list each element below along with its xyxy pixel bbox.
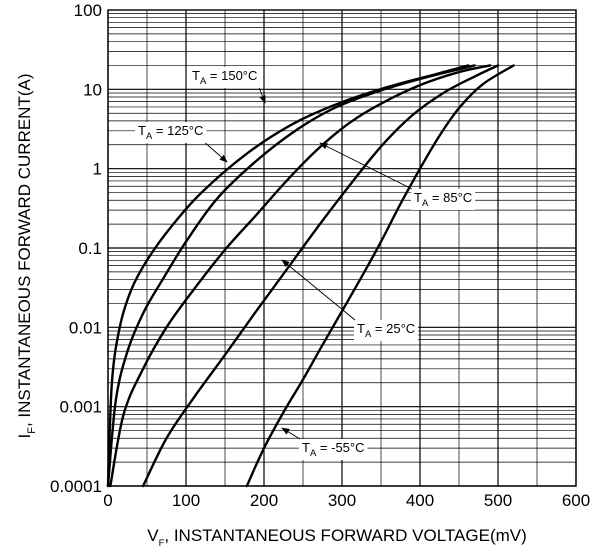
annotation-ta-125-c: TA = 125°C xyxy=(135,122,228,163)
annotation-background xyxy=(299,439,368,460)
y-tick-label: 1 xyxy=(93,160,102,179)
annotation-ta-150-c: TA = 150°C xyxy=(189,67,266,104)
x-tick-label: 500 xyxy=(484,491,512,510)
annotation-label: TA = 25°C xyxy=(357,321,415,340)
annotation-ta-25-c: TA = 25°C xyxy=(281,259,419,341)
annotation-label: TA = 150°C xyxy=(192,68,257,87)
y-tick-label: 0.1 xyxy=(78,239,102,258)
curve-ta-150-c xyxy=(106,64,470,488)
annotation-label: TA = 125°C xyxy=(138,123,203,142)
annotation-label: TA = -55°C xyxy=(302,440,365,459)
y-tick-label: 0.001 xyxy=(59,398,102,417)
annotation-leader xyxy=(319,142,413,190)
curve-ta-125-c xyxy=(106,64,476,488)
x-tick-label: 300 xyxy=(328,491,356,510)
annotation-ta-55-c: TA = -55°C xyxy=(281,427,368,460)
annotation-ta-85-c: TA = 85°C xyxy=(319,142,476,210)
annotation-leader xyxy=(281,427,301,440)
annotation-leader xyxy=(281,259,356,321)
y-tick-label: 0.0001 xyxy=(50,477,102,496)
annotation-background xyxy=(411,189,476,210)
x-tick-label: 600 xyxy=(562,491,590,510)
x-axis-title: VF, INSTANTANEOUS FORWARD VOLTAGE(mV) xyxy=(147,526,527,549)
annotation-background xyxy=(354,320,419,341)
series-curves xyxy=(106,64,515,488)
curve-ta-85-c xyxy=(109,64,492,488)
x-tick-label: 200 xyxy=(250,491,278,510)
annotation-leader xyxy=(258,87,266,104)
grid xyxy=(107,10,577,487)
tick-labels: 0 100 200 300 400 500 600 0.0001 0.001 0.01 0.1 1 10… xyxy=(50,1,590,510)
curve-ta-25-c xyxy=(141,64,500,488)
annotation-background xyxy=(135,122,207,143)
y-axis-title: IF, INSTANTANEOUS FORWARD CURRENT(A) xyxy=(15,73,38,438)
x-tick-label: 0 xyxy=(103,491,112,510)
curve-annotations: TA = 150°C TA = 125°C TA = 85°C TA = 25°C TA… xyxy=(135,67,476,460)
y-tick-label: 100 xyxy=(74,1,102,20)
y-tick-label: 0.01 xyxy=(69,318,102,337)
y-tick-label: 10 xyxy=(83,80,102,99)
x-tick-label: 400 xyxy=(406,491,434,510)
plot-frame xyxy=(107,9,577,487)
annotation-label: TA = 85°C xyxy=(414,190,472,209)
x-tick-label: 100 xyxy=(172,491,200,510)
annotation-background xyxy=(189,67,261,88)
annotation-leader xyxy=(205,142,228,163)
curve-ta-55-c xyxy=(245,64,515,488)
